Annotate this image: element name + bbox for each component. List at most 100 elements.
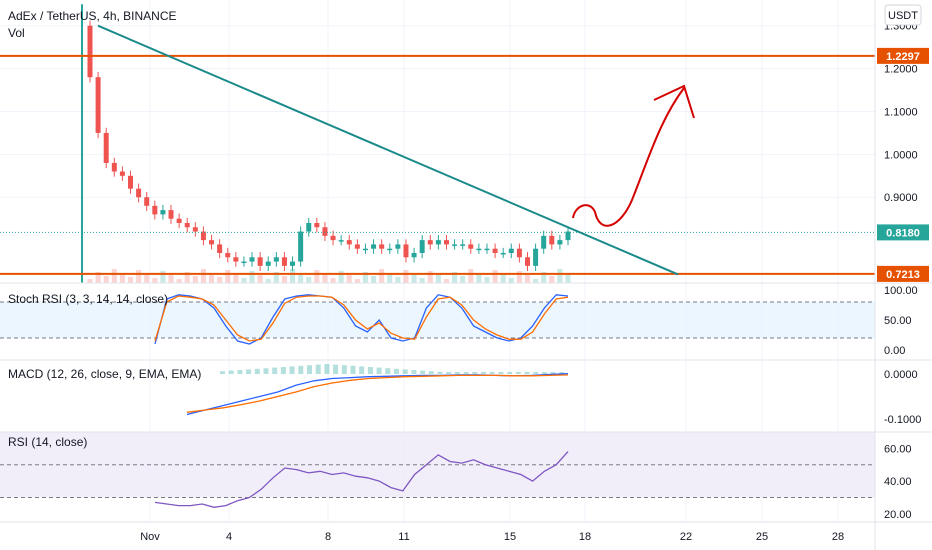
candle[interactable] [209,240,215,245]
macd-histogram-bar [298,365,304,374]
candle[interactable] [314,222,320,228]
macd-signal-line [186,374,569,413]
candle[interactable] [298,231,304,262]
level-price-badge [877,47,929,64]
candle[interactable] [411,252,417,258]
candle[interactable] [419,240,425,253]
macd-histogram-bar [420,370,426,374]
x-tick-label: 15 [504,531,516,543]
candle[interactable] [435,240,441,245]
candle[interactable] [103,132,109,163]
stoch-band-fill [0,302,875,338]
volume-bar [249,271,255,283]
candle[interactable] [241,261,247,264]
candle[interactable] [427,240,433,245]
price-pane[interactable] [0,4,875,283]
candle[interactable] [508,248,514,253]
candle[interactable] [354,244,360,249]
candle[interactable] [403,244,409,258]
x-tick-label: Nov [140,531,160,543]
volume-bar [128,277,134,283]
candle[interactable] [549,235,555,245]
candle[interactable] [557,240,563,245]
macd-histogram-bar [524,372,530,374]
candle[interactable] [306,222,312,232]
macd-histogram-bar [341,365,347,374]
volume-bar [95,272,101,283]
candle[interactable] [87,25,93,78]
volume-bar [225,270,231,283]
candle[interactable] [192,227,198,232]
macd-histogram-bar [367,367,373,374]
macd-pane[interactable] [186,364,569,416]
candle[interactable] [184,222,190,228]
candle[interactable] [233,257,239,262]
candle[interactable] [225,252,231,258]
candle[interactable] [371,244,377,249]
candle[interactable] [257,257,263,266]
candle[interactable] [168,210,174,219]
candle[interactable] [524,257,530,266]
macd-histogram-bar [333,364,339,374]
volume-bar [460,276,466,283]
candle[interactable] [565,231,571,241]
candle[interactable] [484,248,490,251]
candle[interactable] [265,261,271,266]
candle[interactable] [176,218,182,223]
candle[interactable] [152,205,158,215]
candle[interactable] [387,248,393,251]
candle[interactable] [395,244,401,249]
candle[interactable] [144,197,150,206]
candle[interactable] [249,257,255,262]
price-tick-label: 1.0000 [884,149,918,161]
volume-bar [492,270,498,283]
rsi-tick-label: 20.00 [884,509,912,521]
candle[interactable] [136,188,142,198]
candle[interactable] [160,210,166,215]
volume-bar [290,269,296,283]
candle[interactable] [330,235,336,241]
candle[interactable] [217,244,223,253]
stoch-rsi-pane[interactable] [0,294,875,345]
drawn-arrow-head [653,84,695,119]
candle[interactable] [443,240,449,245]
x-tick-label: 18 [579,531,591,543]
candle[interactable] [533,248,539,266]
candle[interactable] [273,257,279,262]
candle[interactable] [500,252,506,255]
candle[interactable] [338,240,344,242]
descending-trendline[interactable] [97,24,679,276]
candle[interactable] [95,77,101,133]
candle[interactable] [128,175,134,189]
currency-button[interactable]: USDT [884,4,922,26]
volume-bar [500,274,506,283]
volume-bar [565,273,571,283]
volume-bar [192,276,198,283]
candle[interactable] [119,171,125,176]
candle[interactable] [290,261,296,266]
volume-bar [136,270,142,283]
volume-bar [354,279,360,283]
candle[interactable] [362,248,368,251]
macd-histogram-bar [507,372,513,374]
candle[interactable] [111,162,117,172]
candle[interactable] [476,248,482,251]
drawn-breakout-arrow[interactable] [572,87,685,227]
volume-label: Vol [8,26,25,40]
candle[interactable] [379,244,385,249]
candle[interactable] [200,231,206,241]
candle[interactable] [322,227,328,236]
price-tick-label: 1.1000 [884,106,918,118]
candle[interactable] [460,244,466,246]
candle[interactable] [281,257,287,266]
candle[interactable] [346,240,352,245]
volume-bar [119,273,125,283]
candle[interactable] [468,244,474,249]
candle[interactable] [452,244,458,246]
candle[interactable] [492,248,498,253]
candle[interactable] [541,235,547,249]
macd-histogram-bar [385,368,391,374]
rsi-pane[interactable] [0,431,875,508]
macd-histogram-bar [533,372,539,374]
candle[interactable] [516,248,522,258]
